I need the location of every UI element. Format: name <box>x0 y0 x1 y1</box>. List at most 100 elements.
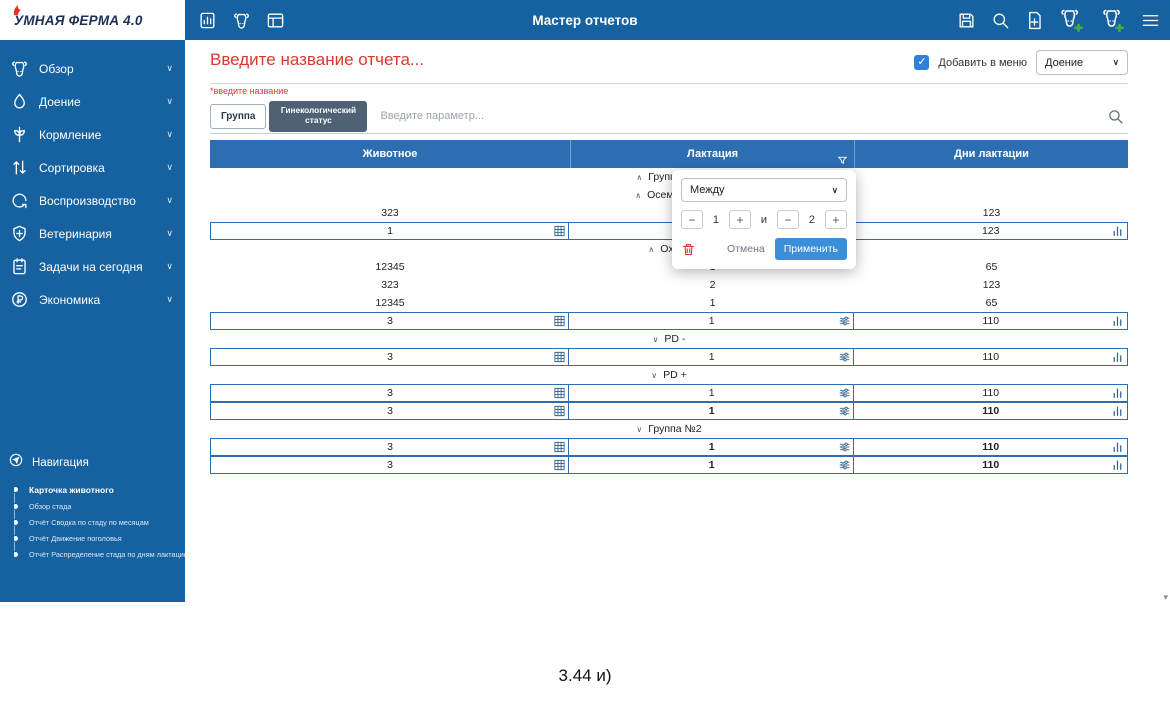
save-icon[interactable] <box>957 11 976 30</box>
cell-value: 2 <box>709 279 716 291</box>
table-cell[interactable]: 1 <box>568 348 855 366</box>
sidebar-item-ruble[interactable]: Экономика ∨ <box>0 283 185 316</box>
report-builder-icon[interactable] <box>198 11 217 30</box>
navigation-tree-item[interactable]: Карточка животного <box>14 481 185 498</box>
file-add-icon[interactable] <box>1025 11 1044 30</box>
table-cell[interactable]: 3 <box>210 438 570 456</box>
group-row[interactable]: ∧Охота <box>210 240 1128 258</box>
topbar: УМНАЯ ФЕРМА 4.0 Мастер отчетов <box>0 0 1170 40</box>
slider-filter-icon[interactable] <box>838 387 851 400</box>
table-cell[interactable]: 1 <box>568 402 855 420</box>
grid-icon[interactable] <box>553 405 566 418</box>
table-cell[interactable]: 3 <box>210 456 570 474</box>
slider-filter-icon[interactable] <box>838 405 851 418</box>
plus-icon[interactable]: + <box>728 210 751 229</box>
parameter-input[interactable] <box>380 110 1107 122</box>
table-cell[interactable]: 110 <box>853 312 1128 330</box>
navigation-tree-item[interactable]: Обзор стада <box>14 498 185 514</box>
cell-value: 110 <box>982 405 1000 417</box>
bar-chart-icon[interactable] <box>1111 387 1124 400</box>
table-cell[interactable]: 3 <box>210 384 570 402</box>
cell-value: 123 <box>982 279 1001 291</box>
cow-icon[interactable] <box>232 11 251 30</box>
slider-filter-icon[interactable] <box>838 315 851 328</box>
menu-category-select[interactable]: Доение ∨ <box>1036 50 1128 75</box>
filter-chip[interactable]: Группа <box>210 103 267 129</box>
filter-funnel-icon[interactable] <box>837 155 848 166</box>
sidebar-item-drop[interactable]: Доение ∨ <box>0 85 185 118</box>
apply-button[interactable]: Применить <box>774 238 847 260</box>
bar-chart-icon[interactable] <box>1111 459 1124 472</box>
plus-icon[interactable]: + <box>824 210 847 229</box>
scrollbar-arrow-icon[interactable]: ▾ <box>1163 592 1168 602</box>
table-cell[interactable]: 3 <box>210 402 570 420</box>
cell-value: 1 <box>708 315 715 327</box>
ruble-icon <box>10 290 30 310</box>
minus-icon[interactable]: − <box>776 210 799 229</box>
table-cell[interactable]: 110 <box>853 384 1128 402</box>
bar-chart-icon[interactable] <box>1111 351 1124 364</box>
grid-icon[interactable] <box>553 351 566 364</box>
group-row[interactable]: ∨ PD + <box>210 366 1128 384</box>
table-cell[interactable]: 1 <box>568 456 855 474</box>
minus-icon[interactable]: − <box>681 210 703 229</box>
table-cell[interactable]: 110 <box>853 348 1128 366</box>
table-cell[interactable]: 110 <box>853 438 1128 456</box>
column-header-lactation-days: Дни лактации <box>954 148 1029 160</box>
sidebar-item-vet[interactable]: Ветеринария ∨ <box>0 217 185 250</box>
bar-chart-icon[interactable] <box>1111 225 1124 238</box>
group-row[interactable]: ∧Осеменена <box>210 186 1128 204</box>
slider-filter-icon[interactable] <box>838 441 851 454</box>
bar-chart-icon[interactable] <box>1111 405 1124 418</box>
trash-icon[interactable] <box>681 242 696 257</box>
filter-chip[interactable]: Гинекологический статус <box>269 100 368 132</box>
sidebar-item-cow[interactable]: Обзор ∨ <box>0 52 185 85</box>
navigation-tree-item[interactable]: Отчёт Распределение стада по дням лактац… <box>14 546 185 562</box>
table-cell[interactable]: 3 <box>210 348 570 366</box>
filter-operator-select[interactable]: Между ∨ <box>681 178 847 202</box>
table-cell[interactable]: 1 <box>210 222 570 240</box>
bar-chart-icon[interactable] <box>1111 441 1124 454</box>
vet-icon <box>10 224 30 244</box>
navigation-tree-item[interactable]: Отчёт Движение поголовья <box>14 530 185 546</box>
bull-add-icon[interactable] <box>1100 7 1126 33</box>
grid-icon[interactable] <box>553 459 566 472</box>
table-cell[interactable]: 1 <box>568 438 855 456</box>
group-label: PD + <box>663 369 687 381</box>
range-to-value[interactable]: 2 <box>808 213 816 226</box>
sidebar-item-cycle[interactable]: Воспроизводство ∨ <box>0 184 185 217</box>
grid-icon[interactable] <box>553 315 566 328</box>
sidebar-item-sort[interactable]: Сортировка ∨ <box>0 151 185 184</box>
menu-icon[interactable] <box>1141 11 1160 30</box>
herd-icon[interactable] <box>266 11 285 30</box>
logo[interactable]: УМНАЯ ФЕРМА 4.0 <box>0 0 185 40</box>
slider-filter-icon[interactable] <box>838 459 851 472</box>
search-icon[interactable] <box>991 11 1010 30</box>
table-cell[interactable]: 123 <box>853 222 1128 240</box>
add-to-menu-checkbox[interactable]: ✓ <box>914 55 930 70</box>
range-from-value[interactable]: 1 <box>712 213 720 226</box>
table-cell[interactable]: 110 <box>853 402 1128 420</box>
cancel-button[interactable]: Отмена <box>727 243 765 255</box>
navigation-header[interactable]: Навигация <box>0 452 185 473</box>
sidebar-item-wheat[interactable]: Кормление ∨ <box>0 118 185 151</box>
grid-icon[interactable] <box>553 225 566 238</box>
group-row[interactable]: ∧Группа №1 <box>210 168 1128 186</box>
report-name-input[interactable] <box>210 50 630 70</box>
table-cell[interactable]: 3 <box>210 312 570 330</box>
grid-icon[interactable] <box>553 441 566 454</box>
bar-chart-icon[interactable] <box>1111 315 1124 328</box>
table-cell[interactable]: 110 <box>853 456 1128 474</box>
filter-range-steppers: − 1 + и − 2 + <box>681 210 847 229</box>
group-row[interactable]: ∨ Группа №2 <box>210 420 1128 438</box>
cell-value: 1 <box>708 441 715 453</box>
table-cell[interactable]: 1 <box>568 384 855 402</box>
search-icon[interactable] <box>1107 108 1124 125</box>
slider-filter-icon[interactable] <box>838 351 851 364</box>
grid-icon[interactable] <box>553 387 566 400</box>
sidebar-item-tasks[interactable]: Задачи на сегодня ∨ <box>0 250 185 283</box>
navigation-tree-item[interactable]: Отчёт Сводка по стаду по месяцам <box>14 514 185 530</box>
table-cell[interactable]: 1 <box>568 312 855 330</box>
group-row[interactable]: ∨ PD - <box>210 330 1128 348</box>
cow-add-icon[interactable] <box>1059 7 1085 33</box>
